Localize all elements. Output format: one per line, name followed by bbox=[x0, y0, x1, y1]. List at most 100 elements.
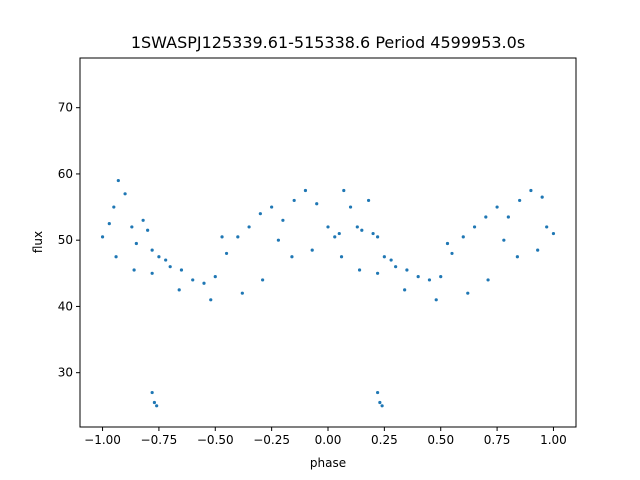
data-point bbox=[202, 281, 206, 285]
data-point bbox=[281, 218, 285, 222]
data-point bbox=[107, 222, 111, 226]
data-point bbox=[403, 288, 407, 292]
data-point bbox=[366, 198, 371, 203]
data-point bbox=[337, 231, 341, 236]
x-tick-label: −1.00 bbox=[84, 433, 121, 447]
data-point bbox=[132, 268, 136, 272]
data-point bbox=[348, 205, 353, 209]
data-point bbox=[382, 255, 386, 259]
data-point bbox=[405, 268, 409, 272]
x-tick-label: −0.50 bbox=[197, 433, 234, 447]
y-tick-label: 60 bbox=[58, 167, 73, 181]
data-point bbox=[150, 248, 154, 252]
data-point bbox=[434, 298, 438, 302]
x-axis-label: phase bbox=[310, 456, 346, 470]
data-point bbox=[529, 188, 533, 193]
data-point bbox=[261, 278, 265, 282]
x-tick-label: 1.00 bbox=[540, 433, 567, 447]
x-tick-label: −0.25 bbox=[253, 433, 290, 447]
x-axis-ticks: −1.00 −0.75 −0.50 −0.25 0.00 0.25 0.50 0.75 1.00 bbox=[84, 427, 567, 447]
data-point bbox=[292, 198, 296, 203]
data-point bbox=[540, 195, 544, 199]
data-point bbox=[326, 225, 330, 229]
data-point bbox=[152, 400, 156, 405]
data-point bbox=[146, 228, 150, 232]
data-point bbox=[258, 212, 262, 216]
data-point bbox=[484, 215, 488, 219]
data-point bbox=[380, 404, 384, 408]
x-tick-label: 0.75 bbox=[484, 433, 511, 447]
data-point bbox=[155, 404, 159, 408]
data-point bbox=[116, 178, 120, 183]
data-point bbox=[213, 275, 217, 279]
data-point bbox=[150, 271, 154, 275]
chart-title: 1SWASPJ125339.61-515338.6 Period 4599953… bbox=[131, 33, 525, 52]
data-point bbox=[466, 291, 470, 295]
data-point bbox=[416, 275, 420, 279]
data-point bbox=[376, 390, 380, 395]
data-point bbox=[518, 198, 522, 203]
y-tick-label: 70 bbox=[58, 101, 73, 115]
data-point bbox=[303, 188, 308, 193]
data-point bbox=[536, 248, 540, 252]
data-point bbox=[545, 225, 549, 229]
y-tick-label: 40 bbox=[58, 299, 73, 313]
data-point bbox=[220, 235, 224, 239]
data-point bbox=[461, 235, 465, 239]
data-point bbox=[236, 235, 240, 239]
data-point bbox=[141, 218, 145, 222]
x-tick-label: 0.00 bbox=[315, 433, 342, 447]
x-tick-label: 0.50 bbox=[427, 433, 454, 447]
data-point bbox=[123, 192, 127, 196]
data-point bbox=[130, 225, 134, 229]
data-point bbox=[247, 225, 251, 229]
data-point bbox=[376, 235, 380, 239]
data-point bbox=[506, 215, 510, 219]
data-point bbox=[486, 278, 490, 282]
data-point bbox=[100, 235, 105, 239]
data-point bbox=[112, 205, 116, 209]
data-point bbox=[310, 248, 314, 252]
data-point bbox=[270, 205, 274, 209]
y-axis-ticks: 30 40 50 60 70 bbox=[58, 101, 80, 380]
data-point bbox=[339, 255, 344, 259]
data-point bbox=[355, 225, 359, 229]
data-point bbox=[502, 238, 506, 242]
data-point bbox=[290, 255, 294, 259]
data-point bbox=[439, 275, 443, 279]
data-point bbox=[472, 225, 477, 229]
data-point bbox=[191, 278, 195, 282]
data-point bbox=[551, 231, 556, 236]
data-point bbox=[394, 265, 398, 269]
data-point bbox=[357, 268, 362, 272]
x-tick-label: 0.25 bbox=[371, 433, 398, 447]
data-point bbox=[495, 205, 499, 209]
data-point bbox=[445, 241, 450, 246]
data-point bbox=[179, 268, 184, 272]
data-points bbox=[100, 178, 556, 408]
data-point bbox=[157, 255, 161, 259]
data-point bbox=[333, 235, 337, 239]
data-point bbox=[378, 400, 382, 405]
data-point bbox=[360, 228, 364, 232]
data-point bbox=[389, 258, 393, 262]
y-tick-label: 30 bbox=[58, 366, 73, 380]
x-tick-label: −0.75 bbox=[141, 433, 178, 447]
data-point bbox=[515, 255, 519, 259]
data-point bbox=[177, 288, 181, 292]
data-point bbox=[134, 241, 138, 246]
data-point bbox=[224, 251, 229, 256]
data-point bbox=[427, 278, 432, 282]
data-point bbox=[342, 188, 346, 193]
data-point bbox=[376, 271, 380, 275]
data-point bbox=[371, 231, 375, 236]
y-axis-label: flux bbox=[31, 231, 45, 253]
data-point bbox=[114, 255, 118, 259]
data-point bbox=[168, 265, 172, 269]
data-point bbox=[276, 238, 280, 242]
data-point bbox=[164, 258, 168, 262]
y-tick-label: 50 bbox=[58, 233, 73, 247]
data-point bbox=[209, 298, 213, 302]
